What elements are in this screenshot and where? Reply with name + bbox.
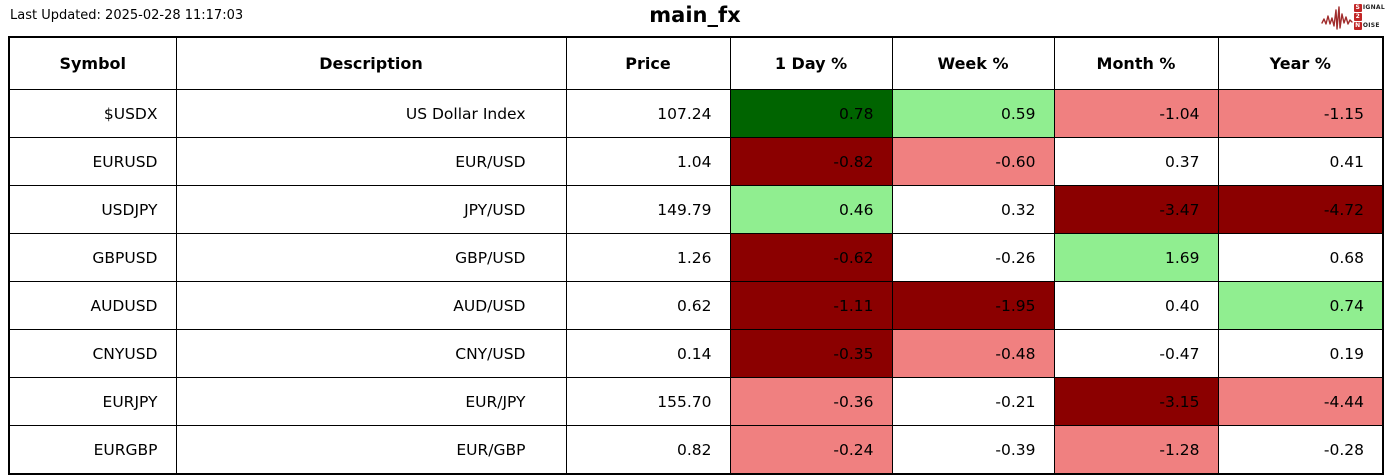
logo-letter-box-s: S [1353,4,1362,12]
price-cell: 155.70 [565,377,731,426]
change-cell-month: -1.28 [1053,425,1219,475]
change-cell-week: -0.60 [891,137,1055,186]
price-cell: 1.26 [565,233,731,282]
symbol-cell: CNYUSD [8,329,177,378]
change-cell-week: -0.21 [891,377,1055,426]
change-cell-1day: -0.36 [729,377,893,426]
change-cell-month: 1.69 [1053,233,1219,282]
description-cell: US Dollar Index [175,89,567,138]
col-header-symbol: Symbol [8,36,177,90]
table-row: CNYUSD CNY/USD 0.14 -0.35 -0.48 -0.47 0.… [8,329,1384,378]
fx-table-body: $USDX US Dollar Index 107.24 0.78 0.59 -… [8,89,1384,475]
change-cell-1day: -0.82 [729,137,893,186]
change-cell-week: -0.48 [891,329,1055,378]
col-header-price: Price [565,36,731,90]
col-header-1day: 1 Day % [729,36,893,90]
change-cell-1day: -0.62 [729,233,893,282]
change-cell-year: 0.74 [1217,281,1384,330]
signal2noise-logo: S IGNAL 2 N OISE [1321,2,1385,32]
change-cell-month: -3.47 [1053,185,1219,234]
table-row: EURUSD EUR/USD 1.04 -0.82 -0.60 0.37 0.4… [8,137,1384,186]
price-cell: 107.24 [565,89,731,138]
change-cell-week: 0.32 [891,185,1055,234]
change-cell-year: 0.19 [1217,329,1384,378]
price-cell: 0.14 [565,329,731,378]
logo-line-noise: N OISE [1353,22,1385,30]
symbol-cell: USDJPY [8,185,177,234]
logo-text-ignal: IGNAL [1362,4,1385,11]
description-cell: JPY/USD [175,185,567,234]
change-cell-week: 0.59 [891,89,1055,138]
symbol-cell: EURJPY [8,377,177,426]
logo-text-oise: OISE [1362,22,1380,29]
page-title: main_fx [649,3,741,27]
change-cell-1day: -0.24 [729,425,893,475]
col-header-week: Week % [891,36,1055,90]
description-cell: GBP/USD [175,233,567,282]
fx-table: Symbol Description Price 1 Day % Week % … [8,36,1384,475]
change-cell-1day: -0.35 [729,329,893,378]
symbol-cell: EURUSD [8,137,177,186]
description-cell: EUR/GBP [175,425,567,475]
change-cell-month: -1.04 [1053,89,1219,138]
price-cell: 0.62 [565,281,731,330]
table-row: EURGBP EUR/GBP 0.82 -0.24 -0.39 -1.28 -0… [8,425,1384,475]
price-cell: 149.79 [565,185,731,234]
table-row: USDJPY JPY/USD 149.79 0.46 0.32 -3.47 -4… [8,185,1384,234]
change-cell-year: -4.72 [1217,185,1384,234]
col-header-description: Description [175,36,567,90]
change-cell-month: -0.47 [1053,329,1219,378]
symbol-cell: GBPUSD [8,233,177,282]
price-cell: 1.04 [565,137,731,186]
col-header-month: Month % [1053,36,1219,90]
description-cell: CNY/USD [175,329,567,378]
waveform-icon [1321,6,1353,30]
change-cell-year: -1.15 [1217,89,1384,138]
header-row: Symbol Description Price 1 Day % Week % … [8,36,1384,90]
change-cell-year: -0.28 [1217,425,1384,475]
logo-letter-box-2: 2 [1353,13,1362,21]
description-cell: EUR/JPY [175,377,567,426]
logo-text: S IGNAL 2 N OISE [1353,4,1385,30]
change-cell-1day: -1.11 [729,281,893,330]
col-header-year: Year % [1217,36,1384,90]
change-cell-month: 0.40 [1053,281,1219,330]
change-cell-month: 0.37 [1053,137,1219,186]
table-row: $USDX US Dollar Index 107.24 0.78 0.59 -… [8,89,1384,138]
change-cell-week: -1.95 [891,281,1055,330]
table-row: GBPUSD GBP/USD 1.26 -0.62 -0.26 1.69 0.6… [8,233,1384,282]
description-cell: EUR/USD [175,137,567,186]
logo-line-two: 2 [1353,13,1385,21]
logo-letter-box-n: N [1353,22,1362,30]
change-cell-year: 0.41 [1217,137,1384,186]
change-cell-month: -3.15 [1053,377,1219,426]
change-cell-year: 0.68 [1217,233,1384,282]
change-cell-1day: 0.46 [729,185,893,234]
table-row: AUDUSD AUD/USD 0.62 -1.11 -1.95 0.40 0.7… [8,281,1384,330]
symbol-cell: AUDUSD [8,281,177,330]
last-updated-text: Last Updated: 2025-02-28 11:17:03 [10,8,244,23]
price-cell: 0.82 [565,425,731,475]
change-cell-1day: 0.78 [729,89,893,138]
symbol-cell: $USDX [8,89,177,138]
change-cell-year: -4.44 [1217,377,1384,426]
change-cell-week: -0.26 [891,233,1055,282]
change-cell-week: -0.39 [891,425,1055,475]
logo-line-signal: S IGNAL [1353,4,1385,12]
symbol-cell: EURGBP [8,425,177,475]
description-cell: AUD/USD [175,281,567,330]
table-row: EURJPY EUR/JPY 155.70 -0.36 -0.21 -3.15 … [8,377,1384,426]
